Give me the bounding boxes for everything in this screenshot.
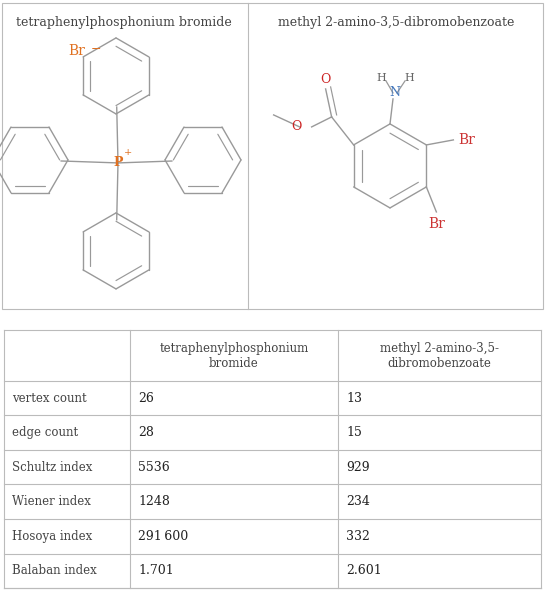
Text: tetraphenylphosphonium
bromide: tetraphenylphosphonium bromide xyxy=(159,342,308,369)
Text: edge count: edge count xyxy=(12,426,78,439)
Text: methyl 2-amino-3,5-
dibromobenzoate: methyl 2-amino-3,5- dibromobenzoate xyxy=(380,342,499,369)
Text: Balaban index: Balaban index xyxy=(12,564,97,577)
Text: H: H xyxy=(376,73,386,83)
Text: Schultz index: Schultz index xyxy=(12,461,92,473)
Text: 1248: 1248 xyxy=(138,495,170,508)
Text: 28: 28 xyxy=(138,426,154,439)
Text: tetraphenylphosphonium bromide: tetraphenylphosphonium bromide xyxy=(16,16,232,29)
Text: 5536: 5536 xyxy=(138,461,169,473)
Text: O: O xyxy=(320,74,331,86)
Text: methyl 2-amino-3,5-dibromobenzoate: methyl 2-amino-3,5-dibromobenzoate xyxy=(278,16,514,29)
Text: 15: 15 xyxy=(346,426,362,439)
Text: −: − xyxy=(91,43,101,56)
Text: Hosoya index: Hosoya index xyxy=(12,530,92,543)
Text: 234: 234 xyxy=(346,495,370,508)
Text: Br: Br xyxy=(68,44,85,58)
Text: Br: Br xyxy=(458,133,475,147)
Text: 332: 332 xyxy=(346,530,370,543)
Text: N: N xyxy=(390,86,401,99)
Text: H: H xyxy=(404,73,414,83)
Text: 291 600: 291 600 xyxy=(138,530,188,543)
Text: Br: Br xyxy=(428,217,445,231)
Text: Wiener index: Wiener index xyxy=(12,495,91,508)
Text: 13: 13 xyxy=(346,391,362,405)
Text: 1.701: 1.701 xyxy=(138,564,174,577)
Text: O: O xyxy=(291,121,301,134)
Text: 2.601: 2.601 xyxy=(346,564,381,577)
Text: P: P xyxy=(113,156,123,169)
Text: 929: 929 xyxy=(346,461,370,473)
Text: +: + xyxy=(124,148,132,157)
Text: vertex count: vertex count xyxy=(12,391,87,405)
Text: 26: 26 xyxy=(138,391,154,405)
